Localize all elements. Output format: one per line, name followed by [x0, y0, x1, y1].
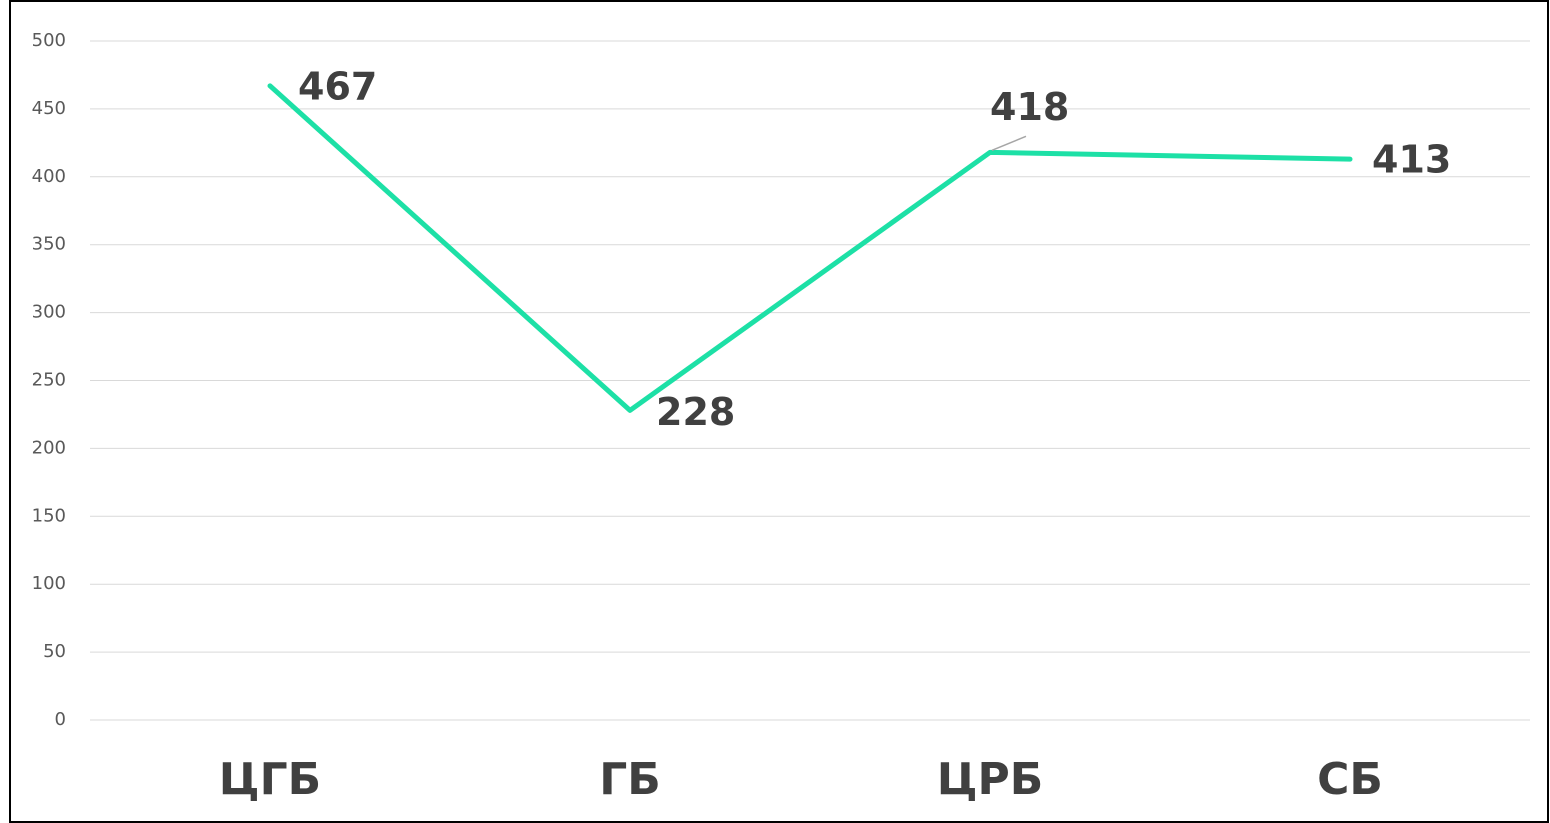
- x-tick-label: ЦГБ: [219, 754, 321, 805]
- y-tick-label: 450: [32, 98, 66, 119]
- y-tick-label: 300: [32, 302, 66, 323]
- y-tick-label: 150: [32, 505, 66, 526]
- y-tick-label: 50: [43, 641, 66, 662]
- data-label: 228: [656, 390, 735, 434]
- y-tick-label: 200: [32, 437, 66, 458]
- data-label: 467: [298, 64, 377, 108]
- data-line: [267, 83, 1353, 413]
- x-tick-label: ЦРБ: [937, 754, 1044, 805]
- y-tick-label: 400: [32, 166, 66, 187]
- x-tick-label: ГБ: [599, 754, 661, 805]
- data-label: 413: [1372, 138, 1451, 182]
- data-label: 418: [990, 85, 1069, 129]
- y-tick-label: 0: [55, 709, 66, 730]
- y-tick-label: 500: [32, 30, 66, 51]
- y-tick-label: 350: [32, 234, 66, 255]
- y-tick-label: 100: [32, 573, 66, 594]
- chart-frame: [9, 0, 1549, 823]
- leader-line: [991, 135, 1027, 152]
- x-tick-label: СБ: [1317, 754, 1383, 805]
- y-tick-label: 250: [32, 370, 66, 391]
